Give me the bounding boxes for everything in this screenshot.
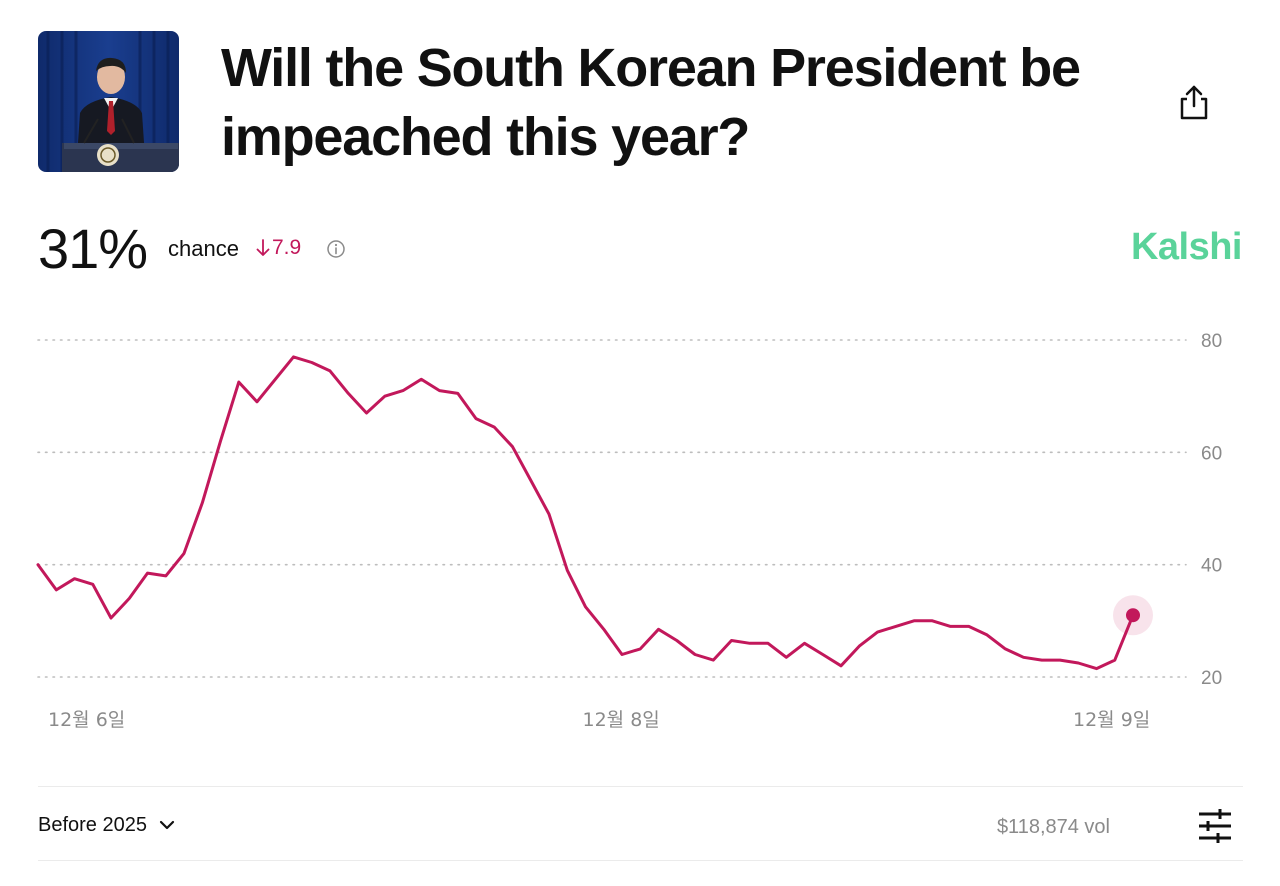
chance-label: chance	[168, 236, 239, 261]
chevron-down-icon	[159, 820, 175, 830]
series-line-yes	[36, 355, 1135, 671]
market-title: Will the South Korean President be impea…	[221, 34, 1121, 172]
volume-label: $118,874 vol	[996, 816, 1110, 838]
probability-value: 31%	[38, 217, 148, 280]
time-range-dropdown[interactable]: Before 2025	[38, 810, 175, 840]
x-tick-label: 12월 9일	[1073, 709, 1150, 731]
time-range-label: Before 2025	[38, 813, 147, 836]
y-tick-label: 40	[1201, 556, 1222, 577]
probability-chart: 80 60 40 20 12월 6일 12월 8일 12월 9일	[36, 331, 1222, 731]
y-tick-label: 80	[1201, 331, 1222, 352]
latest-point	[1126, 608, 1140, 623]
title-line-2: impeached this year?	[221, 107, 750, 167]
chart-ticks: 80 60 40 20 12월 6일 12월 8일 12월 9일	[48, 331, 1222, 731]
divider-bottom	[38, 860, 1243, 861]
share-button[interactable]	[1172, 80, 1216, 124]
info-button[interactable]	[326, 239, 346, 259]
change-value: 7.9	[272, 236, 302, 259]
brand-logo: Kalshi	[1130, 226, 1243, 268]
sliders-icon	[1199, 809, 1231, 843]
divider-top	[38, 786, 1243, 787]
chart-series	[36, 355, 1153, 671]
share-icon	[1180, 85, 1208, 120]
x-tick-label: 12월 8일	[583, 709, 660, 731]
y-tick-label: 60	[1201, 443, 1222, 464]
market-thumbnail	[38, 31, 179, 172]
x-tick-label: 12월 6일	[48, 709, 125, 731]
title-line-1: Will the South Korean President be	[221, 38, 1081, 98]
info-icon	[327, 240, 345, 258]
probability-change: 7.9	[256, 236, 301, 260]
chart-gridlines	[37, 339, 1187, 678]
president-podium-image	[38, 31, 179, 172]
arrow-down-icon	[256, 239, 270, 256]
y-tick-label: 20	[1201, 668, 1222, 689]
chart-settings-button[interactable]	[1195, 806, 1235, 846]
